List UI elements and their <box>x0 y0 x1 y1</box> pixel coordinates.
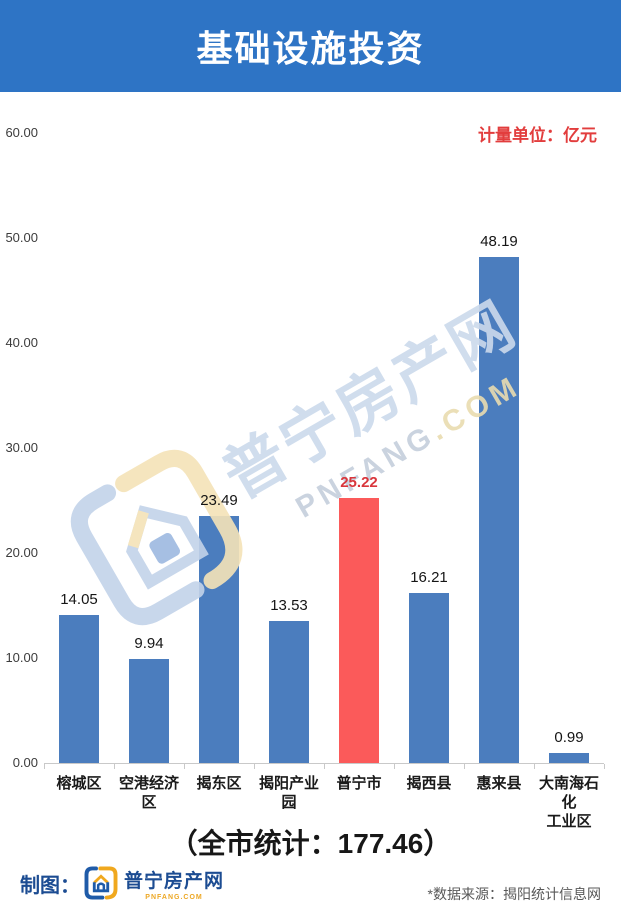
x-axis-line <box>44 763 604 764</box>
x-axis-label: 榕城区 <box>56 775 102 792</box>
brand-domain: PNFANG.COM <box>145 893 203 901</box>
bar-value-label: 13.53 <box>270 596 308 614</box>
bar <box>409 592 449 763</box>
axis-tick <box>254 764 255 769</box>
credit-row: 制图： 普宁房产网 PNFANG.COM <box>20 864 224 902</box>
x-axis-label: 揭阳产业园 <box>258 775 319 811</box>
x-axis-label: 普宁市 <box>336 775 382 792</box>
bar <box>269 620 309 763</box>
bar <box>59 615 99 763</box>
y-axis-tick-label: 30.00 <box>5 440 38 455</box>
brand-name: 普宁房产网 <box>124 870 225 892</box>
x-axis-label: 空港经济区 <box>118 775 179 811</box>
page-title: 基础设施投资 <box>196 28 425 69</box>
unit-label: 计量单位：亿元 <box>478 126 597 145</box>
x-axis-label: 揭东区 <box>196 775 242 792</box>
axis-tick <box>534 764 535 769</box>
bar-value-label: 9.94 <box>134 634 164 652</box>
axis-tick <box>464 764 465 769</box>
bar <box>339 498 379 763</box>
data-source-note: *数据来源：揭阳统计信息网 <box>427 886 601 902</box>
citywide-total-annotation: （全市统计：177.46） <box>169 828 452 859</box>
y-axis-tick-label: 10.00 <box>5 650 38 665</box>
y-axis-tick-label: 0.00 <box>12 755 38 770</box>
bar <box>199 516 239 763</box>
bar <box>479 257 519 763</box>
x-axis-label: 揭西县 <box>406 775 452 792</box>
bar-value-label: 25.22 <box>340 474 378 492</box>
axis-tick <box>394 764 395 769</box>
y-axis-tick-label: 60.00 <box>5 125 38 140</box>
axis-tick <box>324 764 325 769</box>
axis-tick <box>604 764 605 769</box>
x-axis-label: 惠来县 <box>476 775 522 792</box>
y-axis-tick-label: 20.00 <box>5 545 38 560</box>
bar-value-label: 23.49 <box>200 492 238 510</box>
bar-value-label: 16.21 <box>410 568 448 586</box>
y-axis-tick-label: 50.00 <box>5 230 38 245</box>
bar-value-label: 0.99 <box>554 728 584 746</box>
brand-block: 普宁房产网 PNFANG.COM <box>124 866 224 901</box>
x-axis-label: 大南海石化 工业区 <box>538 775 599 830</box>
header-banner: 基础设施投资 <box>0 0 621 92</box>
bar <box>549 752 589 763</box>
axis-tick <box>114 764 115 769</box>
brand-logo-icon <box>84 866 118 900</box>
credit-label: 制图： <box>20 874 80 897</box>
y-axis-tick-label: 40.00 <box>5 335 38 350</box>
bar <box>129 658 169 763</box>
bar-value-label: 14.05 <box>60 591 98 609</box>
bar-value-label: 48.19 <box>480 233 518 250</box>
axis-tick <box>44 764 45 769</box>
axis-tick <box>184 764 185 769</box>
